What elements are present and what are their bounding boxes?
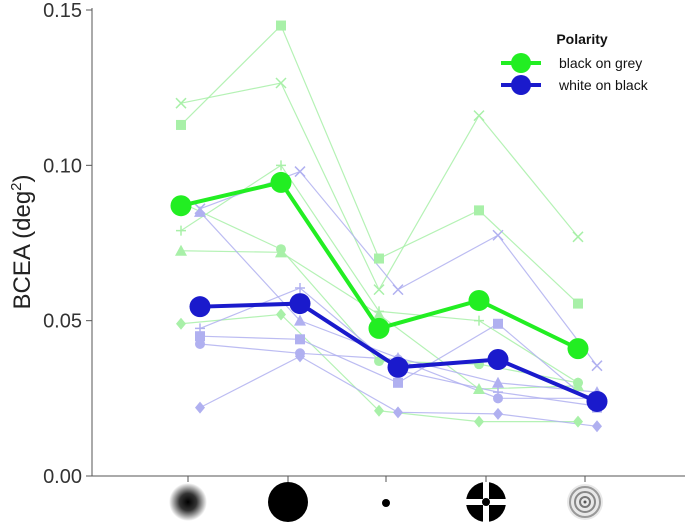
individual-point	[195, 401, 205, 414]
mean-point	[586, 390, 608, 412]
mean-point	[270, 171, 292, 193]
individual-point	[176, 225, 186, 236]
legend-label-black-on-grey: black on grey	[559, 55, 642, 71]
individual-point	[373, 284, 385, 296]
individual-point	[374, 253, 384, 264]
individual-point	[276, 160, 286, 171]
legend-marker-white-on-black	[511, 75, 531, 95]
mean-point	[387, 356, 409, 378]
individual-point	[474, 315, 484, 326]
individual-series-line	[199, 170, 598, 367]
individual-point	[474, 415, 484, 428]
individual-point	[195, 331, 205, 342]
individual-point	[573, 415, 583, 428]
mean-point	[170, 195, 192, 217]
legend-title: Polarity	[556, 31, 608, 47]
individual-point	[573, 377, 583, 388]
individual-point	[573, 298, 583, 309]
individual-point	[473, 383, 485, 395]
mean-markers	[170, 171, 608, 412]
y-axis-label: BCEA (deg2)	[8, 174, 36, 309]
individual-point	[195, 338, 205, 349]
individual-point	[294, 314, 306, 326]
y-axis-label-sup: 2	[8, 182, 25, 190]
legend-entry-black-on-grey: black on grey	[501, 53, 642, 73]
individual-point	[275, 77, 287, 89]
individual-point	[473, 110, 485, 122]
individual-point	[393, 406, 403, 419]
legend-label-white-on-black: white on black	[558, 77, 649, 93]
y-tick-label: 0.15	[43, 0, 82, 22]
legend: Polarity black on grey white on black	[501, 31, 649, 95]
large-black-disc-icon	[268, 482, 308, 522]
individual-point	[493, 393, 503, 404]
legend-marker-black-on-grey	[511, 53, 531, 73]
individual-point	[276, 308, 286, 321]
mean-point	[468, 289, 490, 311]
concentric-rings-icon	[567, 484, 603, 520]
bullseye-cross-icon	[466, 482, 506, 522]
x-ticks	[187, 476, 586, 482]
small-dot-icon	[382, 499, 390, 507]
individual-point	[374, 404, 384, 417]
individual-series-line	[180, 164, 579, 384]
individual-point	[392, 284, 404, 296]
individual-point	[276, 20, 286, 31]
mean-point	[487, 349, 509, 370]
individual-point	[195, 323, 205, 334]
y-tick-label: 0.05	[43, 311, 82, 333]
individual-point	[175, 97, 187, 109]
individual-point	[492, 376, 504, 388]
y-tick-label: 0.10	[43, 155, 82, 177]
mean-point	[289, 293, 311, 315]
y-tick-label: 0.00	[43, 466, 82, 488]
stimulus-icons	[169, 482, 603, 522]
individual-point	[194, 205, 206, 217]
individual-point	[176, 317, 186, 330]
y-ticks: 0.00 0.05 0.10 0.15	[43, 0, 92, 488]
individual-point	[276, 244, 286, 255]
individual-point	[176, 119, 186, 130]
individual-point	[295, 283, 305, 294]
individual-point	[493, 407, 503, 420]
legend-entry-white-on-black: white on black	[501, 75, 649, 95]
individual-point	[592, 420, 602, 433]
mean-point	[368, 317, 390, 339]
individual-point	[294, 166, 306, 178]
individual-point	[591, 360, 603, 372]
individual-point	[474, 205, 484, 216]
individual-point	[295, 334, 305, 345]
mean-point	[189, 296, 211, 318]
y-axis-label-main: BCEA (deg	[9, 191, 36, 310]
individual-point	[393, 377, 403, 388]
individual-point	[572, 231, 584, 243]
y-axis-label-end: )	[9, 174, 36, 182]
individual-point	[175, 244, 187, 256]
blurred-disc-icon	[169, 483, 207, 521]
individual-point	[492, 229, 504, 241]
individual-point	[493, 318, 503, 329]
mean-point	[567, 338, 589, 360]
individual-point	[295, 350, 305, 363]
individual-point	[373, 308, 385, 320]
